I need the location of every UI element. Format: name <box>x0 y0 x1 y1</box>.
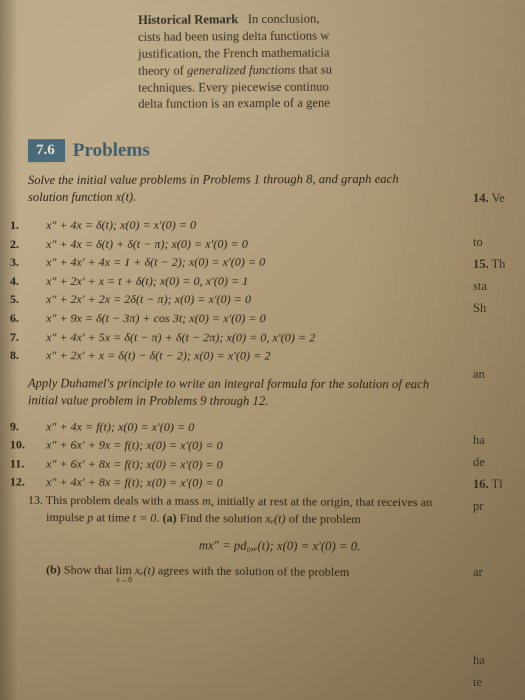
side-fragment <box>473 518 525 538</box>
var-xe: xₑ(t) <box>135 563 155 577</box>
problem-text: This problem deals with a mass <box>46 493 202 508</box>
problem-13-formula: mx″ = pd₀,ₑ(t); x(0) = x′(0) = 0. <box>28 537 525 556</box>
remark-line: techniques. Every piecewise continuo <box>138 79 329 94</box>
section-title: Problems <box>73 139 150 161</box>
problems-block-1: 1. x″ + 4x = δ(t); x(0) = x′(0) = 02. x″… <box>28 215 525 366</box>
side-fragment: ha <box>473 650 525 670</box>
side-fragment: te <box>473 672 525 692</box>
side-fragment: 16. Tl <box>473 474 525 494</box>
remark-line: theory of <box>138 63 187 77</box>
var-t0: t = 0 <box>133 511 157 525</box>
remark-line: cists had been using delta functions w <box>138 28 329 43</box>
side-fragment <box>473 342 525 362</box>
right-column-fragments: 14. Ve to15. ThstaSh an hade16. Tlpr ar … <box>473 188 525 694</box>
side-fragment: to <box>473 232 525 252</box>
problem-text: at time <box>93 510 132 524</box>
remark-line: that su <box>295 62 332 76</box>
part-b-label: (b) <box>46 562 61 576</box>
problem-text: of the problem <box>286 512 361 527</box>
problem-8: 8. x″ + 2x′ + x = δ(t) − δ(t − 2); x(0) … <box>28 346 525 366</box>
limit-sub: ε→0 <box>117 575 133 584</box>
problem-5: 5. x″ + 2x′ + 2x = 2δ(t − π); x(0) = x′(… <box>28 290 525 309</box>
problem-4: 4. x″ + 2x′ + x = t + δ(t); x(0) = 0, x′… <box>28 271 525 290</box>
problem-number: 13. <box>28 493 43 507</box>
side-fragment: ar <box>473 562 525 582</box>
side-fragment <box>473 628 525 648</box>
var-xe: xₑ(t) <box>265 512 285 526</box>
side-fragment: pr <box>473 496 525 516</box>
side-fragment: sta <box>473 276 525 296</box>
side-fragment <box>473 320 525 340</box>
remark-line: delta function is an example of a gene <box>138 96 330 111</box>
problem-9: 9. x″ + 4x = f(t); x(0) = x′(0) = 0 <box>28 417 525 438</box>
side-fragment <box>473 408 525 428</box>
problem-text: Find the solution <box>177 511 266 526</box>
side-fragment: 15. Th <box>473 254 525 274</box>
side-fragment: an <box>473 364 525 384</box>
problem-3: 3. x″ + 4x′ + 4x = 1 + δ(t − 2); x(0) = … <box>28 253 525 272</box>
historical-remark: Historical Remark In conclusion, cists h… <box>28 9 525 114</box>
instructions-2: Apply Duhamel's principle to write an in… <box>28 375 525 411</box>
remark-line: In conclusion, <box>248 12 320 27</box>
problem-7: 7. x″ + 4x′ + 5x = δ(t − π) + δ(t − 2π);… <box>28 328 525 347</box>
side-fragment: Sh <box>473 298 525 318</box>
remark-title: Historical Remark <box>138 12 238 27</box>
problem-1: 1. x″ + 4x = δ(t); x(0) = x′(0) = 0 <box>28 215 525 235</box>
problem-6: 6. x″ + 9x = δ(t − 3π) + cos 3t; x(0) = … <box>28 309 525 328</box>
side-fragment <box>473 386 525 406</box>
section-number: 7.6 <box>28 139 65 162</box>
problem-10: 10. x″ + 6x′ + 9x = f(t); x(0) = x′(0) =… <box>28 435 525 456</box>
remark-line: justification, the French mathematicia <box>138 45 329 60</box>
side-fragment <box>473 606 525 626</box>
section-header: 7.6 Problems <box>28 137 525 162</box>
side-fragment <box>473 584 525 604</box>
side-fragment: ha <box>473 430 525 450</box>
problems-block-2: 9. x″ + 4x = f(t); x(0) = x′(0) = 010. x… <box>28 417 525 495</box>
part-a-label: (a) <box>162 511 176 525</box>
problem-text: agrees with the solution of the problem <box>155 563 349 579</box>
problem-2: 2. x″ + 4x = δ(t) + δ(t − π); x(0) = x′(… <box>28 234 525 253</box>
side-fragment: de <box>473 452 525 472</box>
remark-italic: generalized functions <box>187 62 295 77</box>
side-fragment <box>473 210 525 230</box>
instructions-1: Solve the initial value problems in Prob… <box>28 171 525 206</box>
side-fragment: 14. Ve <box>473 188 525 208</box>
side-fragment <box>473 540 525 560</box>
var-m: m <box>202 494 211 508</box>
problem-13: 13. This problem deals with a mass m, in… <box>28 492 525 530</box>
problem-13b: (b) Show that lim ε→0xₑ(t) agrees with t… <box>28 562 525 581</box>
